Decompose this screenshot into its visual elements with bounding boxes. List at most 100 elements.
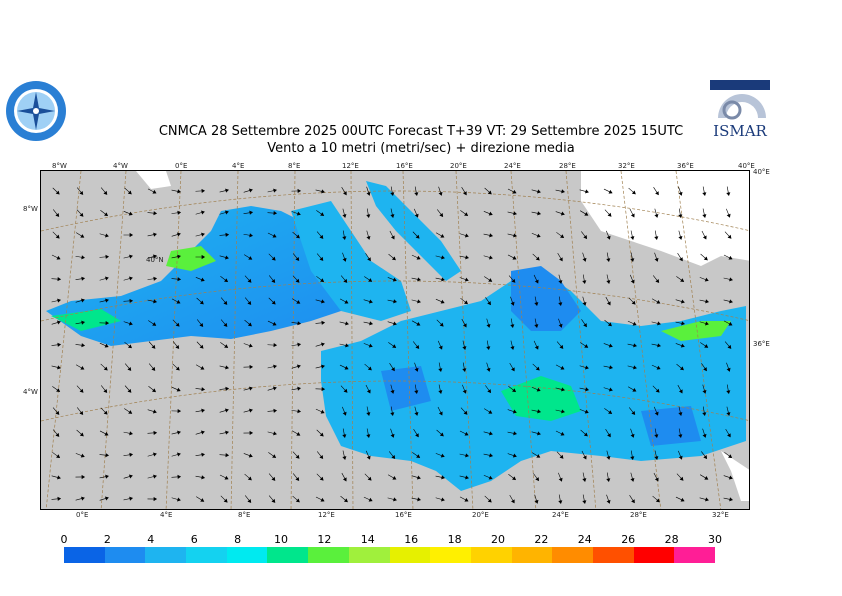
wind-arrow-head (103, 190, 108, 195)
legend-swatch (145, 547, 187, 563)
wind-arrow-head (440, 299, 445, 304)
legend-swatch (592, 547, 634, 563)
legend-label: 20 (491, 533, 505, 546)
high-wind-alboran (51, 309, 121, 331)
wind-arrow-head (368, 497, 373, 502)
legend-label: 10 (274, 533, 288, 546)
wind-arrow-head (705, 299, 709, 304)
sea-western (46, 206, 361, 346)
wind-arrow-head (175, 322, 180, 327)
wind-arrow-head (273, 211, 278, 216)
wind-arrow-head (680, 278, 685, 282)
wind-arrows (51, 186, 733, 504)
wind-arrow-head (129, 452, 134, 457)
wind-arrow-head (558, 323, 563, 328)
wind-arrow-head (55, 212, 60, 217)
wind-arrow-head (320, 497, 325, 502)
wind-arrow-head (560, 431, 565, 436)
wind-arrow-head (272, 454, 277, 458)
wind-arrow-head (177, 277, 182, 282)
wind-arrow-head (321, 320, 326, 325)
wind-arrow-head (726, 213, 731, 218)
wind-arrow-head (462, 323, 467, 328)
axis-tick-label: 28°E (559, 162, 576, 170)
wind-arrow-head (606, 301, 611, 306)
wind-arrow-head (177, 254, 181, 259)
wind-arrow-head (249, 408, 253, 413)
wind-arrow-head (104, 343, 109, 348)
legend-swatch (633, 547, 675, 563)
wind-arrow-head (249, 386, 253, 391)
wind-arrow-head (441, 255, 445, 260)
wind-arrow-head (152, 409, 157, 414)
wind-arrow-head (200, 277, 205, 282)
legend-label: 8 (234, 533, 242, 546)
wind-arrow-head (463, 300, 468, 305)
wind-arrow-head (79, 190, 84, 195)
wind-arrow-head (609, 365, 613, 370)
wind-arrow-head (462, 389, 467, 394)
wind-arrow-head (392, 475, 397, 480)
wind-arrow-head (415, 433, 419, 438)
wind-arrow-head (606, 478, 611, 483)
northern-land-area (581, 171, 749, 266)
wind-arrow-head (392, 344, 397, 348)
wind-speed-legend (64, 547, 715, 563)
wind-arrow-head (153, 276, 158, 281)
wind-arrow-head (321, 189, 325, 194)
wind-arrow-head (368, 343, 373, 348)
wind-arrow-head (728, 475, 733, 480)
wind-arrow-head (103, 366, 108, 371)
wind-arrow-head (631, 190, 636, 195)
map-canvas (41, 171, 749, 509)
wind-arrow-head (702, 214, 707, 218)
wind-arrow-head (224, 210, 229, 215)
wind-arrow-head (153, 211, 158, 216)
wind-arrow-head (177, 474, 182, 479)
wind-arrow-head (319, 476, 324, 481)
wind-arrow-head (249, 364, 254, 370)
wind-arrow-head (535, 477, 540, 482)
wind-arrow-head (704, 344, 709, 348)
wind-arrow-head (657, 321, 661, 326)
wind-arrow-head (200, 498, 205, 502)
wind-arrow-head (390, 214, 395, 218)
legend-swatch (267, 547, 309, 563)
wind-arrow-head (511, 278, 516, 283)
wind-arrow-head (201, 452, 206, 457)
wind-arrow-head (273, 188, 277, 193)
wind-arrow-head (489, 453, 493, 458)
wind-arrow-head (703, 455, 708, 460)
wind-arrow-head (537, 431, 541, 436)
wind-arrow-head (633, 343, 637, 348)
wind-arrow-head (80, 366, 85, 370)
wind-arrow-head (271, 498, 276, 503)
wind-arrow-head (129, 232, 134, 238)
wind-arrow-head (153, 496, 158, 502)
wind-arrow-head (175, 366, 180, 371)
wind-arrow-head (414, 213, 419, 218)
wind-arrow-head (56, 255, 61, 260)
high-wind-lion-gulf (166, 246, 216, 271)
wind-arrow-head (680, 497, 685, 502)
wind-arrow-head (462, 346, 467, 350)
wind-arrow-head (630, 213, 635, 218)
wind-arrow-head (343, 388, 348, 393)
wind-arrow-head (345, 343, 349, 348)
wind-arrow-head (606, 499, 611, 504)
wind-arrow-head (560, 365, 565, 370)
wind-arrow-head (177, 189, 181, 194)
wind-arrow-head (438, 345, 443, 350)
wind-arrow-head (55, 234, 60, 239)
wind-arrow-head (153, 430, 158, 435)
wind-arrow-head (56, 320, 61, 325)
axis-tick-label: 24°E (504, 162, 521, 170)
wind-arrow-head (249, 233, 254, 238)
wind-arrow-head (608, 410, 613, 414)
wind-arrow-head (200, 365, 205, 370)
wind-arrow-head (342, 411, 347, 416)
axis-tick-label: 4°E (232, 162, 245, 170)
wind-arrow-head (367, 476, 372, 481)
wind-arrow-head (57, 496, 62, 501)
wind-arrow-head (176, 497, 181, 502)
